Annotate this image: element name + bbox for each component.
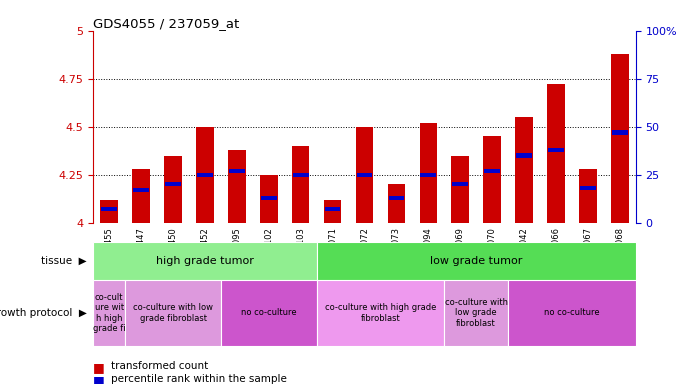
Text: co-culture with high grade
fibroblast: co-culture with high grade fibroblast — [325, 303, 436, 323]
Text: GDS4055 / 237059_at: GDS4055 / 237059_at — [93, 17, 240, 30]
Text: co-cult
ure wit
h high
grade fi: co-cult ure wit h high grade fi — [93, 293, 126, 333]
Bar — [420, 173, 436, 177]
Text: ■: ■ — [93, 361, 105, 374]
Bar — [261, 196, 276, 200]
Text: high grade tumor: high grade tumor — [156, 256, 254, 266]
Bar — [444, 280, 508, 346]
Bar — [196, 127, 214, 223]
Text: no co-culture: no co-culture — [544, 308, 600, 318]
Bar — [612, 131, 627, 135]
Bar — [451, 156, 469, 223]
Text: growth protocol  ▶: growth protocol ▶ — [0, 308, 86, 318]
Bar — [515, 117, 533, 223]
Bar — [164, 156, 182, 223]
Text: tissue  ▶: tissue ▶ — [41, 256, 86, 266]
Bar — [197, 173, 213, 177]
Bar — [165, 182, 181, 187]
Text: co-culture with low
grade fibroblast: co-culture with low grade fibroblast — [133, 303, 213, 323]
Bar — [484, 136, 501, 223]
Bar — [419, 123, 437, 223]
Bar — [292, 146, 310, 223]
Text: no co-culture: no co-culture — [241, 308, 296, 318]
Bar — [324, 200, 341, 223]
Bar — [388, 184, 405, 223]
Bar — [228, 150, 245, 223]
Text: co-culture with
low grade
fibroblast: co-culture with low grade fibroblast — [445, 298, 508, 328]
Text: percentile rank within the sample: percentile rank within the sample — [111, 374, 287, 384]
Text: transformed count: transformed count — [111, 361, 208, 371]
Bar — [293, 173, 309, 177]
Bar — [316, 280, 444, 346]
Bar — [316, 242, 636, 280]
Bar — [611, 54, 629, 223]
Bar — [580, 186, 596, 190]
Bar — [93, 280, 125, 346]
Bar — [100, 200, 118, 223]
Bar — [93, 242, 316, 280]
Bar — [356, 127, 373, 223]
Bar — [133, 188, 149, 192]
Bar — [508, 280, 636, 346]
Bar — [221, 280, 316, 346]
Bar — [133, 169, 150, 223]
Bar — [547, 84, 565, 223]
Bar — [229, 169, 245, 173]
Text: ■: ■ — [93, 374, 105, 384]
Bar — [453, 182, 468, 187]
Bar — [260, 175, 278, 223]
Bar — [579, 169, 596, 223]
Bar — [516, 154, 532, 158]
Bar — [484, 169, 500, 173]
Bar — [102, 207, 117, 212]
Bar — [388, 196, 404, 200]
Bar — [325, 207, 341, 212]
Bar — [357, 173, 372, 177]
Bar — [548, 148, 564, 152]
Bar — [125, 280, 221, 346]
Text: low grade tumor: low grade tumor — [430, 256, 522, 266]
